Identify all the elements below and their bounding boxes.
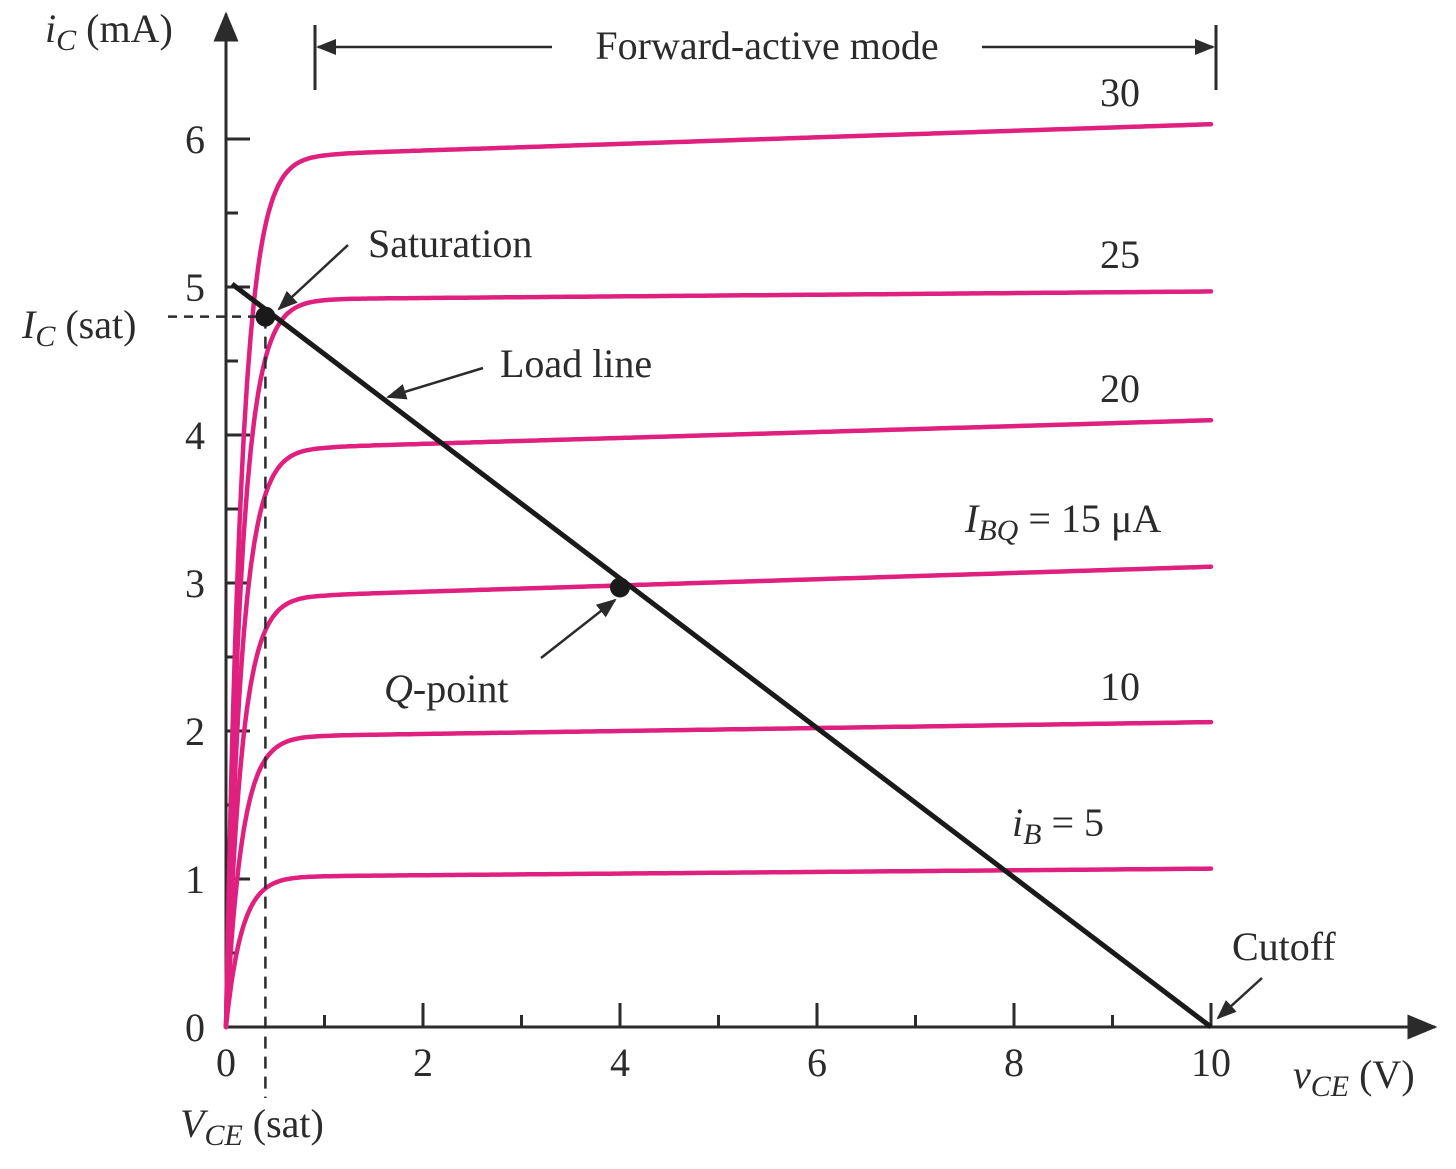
ib-curve-20 — [223, 417, 1214, 1030]
y-tick-label: 3 — [185, 561, 205, 606]
ib-curve-15 — [223, 564, 1214, 1030]
characteristic-curves — [223, 121, 1214, 1030]
cutoff-arrow — [1216, 977, 1263, 1020]
x-tick-label: 0 — [216, 1040, 236, 1085]
curve-label-10: 10 — [1100, 664, 1140, 709]
ib-curve-5 — [223, 866, 1214, 1030]
x-tick-label: 4 — [610, 1040, 630, 1085]
x-tick-label: 6 — [807, 1040, 827, 1085]
y-axis-title: iC (mA) — [45, 6, 173, 57]
curve-label-5: iB = 5 — [1012, 800, 1104, 851]
load-line-arrow — [386, 366, 484, 400]
forward-active-span: Forward-active mode — [313, 23, 1218, 90]
curve-label-20: 20 — [1100, 366, 1140, 411]
q-point-label: Q-point — [384, 666, 508, 711]
saturation-point — [255, 306, 276, 327]
x-tick-label: 10 — [1191, 1040, 1231, 1085]
forward-active-label: Forward-active mode — [595, 23, 938, 68]
ic-sat-label: IC (sat) — [21, 302, 136, 353]
saturation-arrow — [277, 244, 349, 311]
load-line — [230, 282, 1213, 1029]
x-ticks: 0 2 4 6 8 10 — [216, 1003, 1231, 1085]
y-ticks: 0 1 2 3 4 5 6 — [185, 117, 250, 1050]
y-tick-label: 4 — [185, 413, 205, 458]
q-point — [610, 577, 630, 598]
q-point-arrow — [540, 598, 617, 659]
x-axis-title: vCE (V) — [1293, 1052, 1415, 1103]
x-tick-label: 2 — [413, 1040, 433, 1085]
curve-label-30: 30 — [1100, 70, 1140, 115]
y-tick-label: 0 — [185, 1005, 205, 1050]
y-tick-label: 6 — [185, 117, 205, 162]
y-tick-label: 2 — [185, 709, 205, 754]
ib-curve-30 — [223, 121, 1214, 1030]
y-tick-label: 5 — [185, 265, 205, 310]
ib-curve-10 — [223, 719, 1214, 1030]
curve-label-15: IBQ = 15 μA — [964, 496, 1161, 547]
load-line-label: Load line — [500, 341, 652, 386]
y-tick-label: 1 — [185, 857, 205, 902]
axes: 0 2 4 6 8 10 0 1 2 3 4 5 6 — [185, 11, 1438, 1085]
saturation-label: Saturation — [368, 221, 532, 266]
x-tick-label: 8 — [1004, 1040, 1024, 1085]
cutoff-label: Cutoff — [1232, 924, 1336, 969]
curve-label-25: 25 — [1100, 232, 1140, 277]
vce-sat-label: VCE (sat) — [180, 1101, 324, 1152]
